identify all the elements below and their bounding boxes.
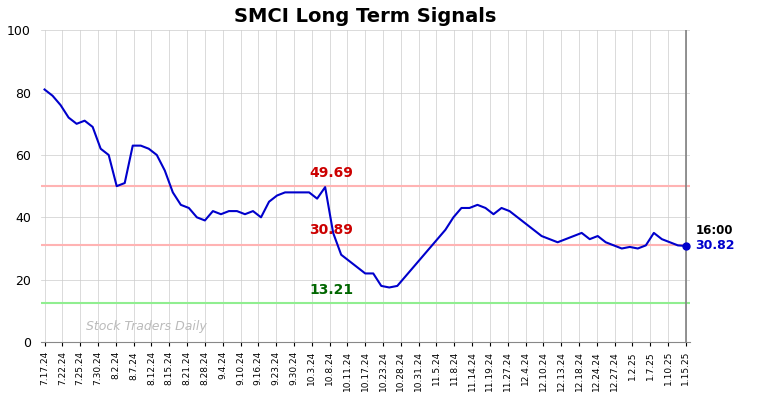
- Text: 30.89: 30.89: [309, 223, 353, 238]
- Text: 16:00: 16:00: [695, 224, 733, 237]
- Text: 30.82: 30.82: [695, 240, 735, 252]
- Text: 13.21: 13.21: [309, 283, 354, 297]
- Text: Stock Traders Daily: Stock Traders Daily: [86, 320, 207, 333]
- Title: SMCI Long Term Signals: SMCI Long Term Signals: [234, 7, 496, 26]
- Text: 49.69: 49.69: [309, 166, 353, 180]
